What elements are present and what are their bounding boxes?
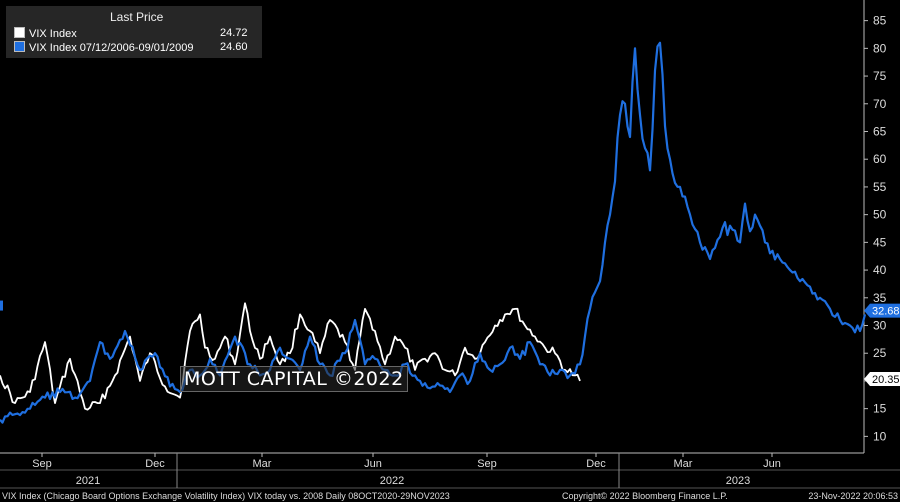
y-tick-label: 75 — [873, 69, 887, 83]
left-edge-marker — [0, 301, 3, 311]
y-tick-label: 30 — [873, 319, 887, 333]
x-month-label: Jun — [364, 458, 382, 470]
legend: Last Price VIX Index 24.72 VIX Index 07/… — [6, 6, 262, 58]
x-month-label: Jun — [763, 458, 781, 470]
y-tick-label: 45 — [873, 235, 887, 249]
y-tick-label: 15 — [873, 402, 887, 416]
footer-copyright: Copyright© 2022 Bloomberg Finance L.P. — [562, 491, 728, 501]
y-tick-label: 85 — [873, 14, 887, 28]
legend-item-vix: VIX Index — [14, 27, 77, 40]
legend-item-vix-2008: VIX Index 07/12/2006-09/01/2009 — [14, 41, 194, 54]
y-tick-label: 10 — [873, 429, 887, 443]
y-tick-label: 40 — [873, 263, 887, 277]
x-year-label: 2021 — [76, 475, 100, 487]
series-line-vix-2008 — [0, 43, 865, 423]
y-tick-label: 65 — [873, 124, 887, 138]
series-line-vix — [0, 303, 580, 409]
watermark: MOTT CAPITAL ©2022 — [180, 366, 408, 392]
x-month-label: Mar — [253, 458, 272, 470]
y-tick-label: 80 — [873, 41, 887, 55]
legend-value: 24.72 — [220, 27, 248, 39]
x-year-label: 2022 — [380, 475, 404, 487]
footer-timestamp: 23-Nov-2022 20:06:53 — [808, 491, 898, 501]
y-tick-label: 70 — [873, 97, 887, 111]
legend-value: 24.60 — [220, 41, 248, 53]
x-month-label: Dec — [145, 458, 165, 470]
y-tick-label: 55 — [873, 180, 887, 194]
y-tick-label: 60 — [873, 152, 887, 166]
legend-label: VIX Index — [29, 28, 77, 40]
last-value-label: 32.68 — [872, 306, 900, 318]
last-value-pointer — [864, 372, 870, 386]
y-tick-label: 25 — [873, 346, 887, 360]
last-value-label: 20.35 — [872, 374, 900, 386]
y-tick-label: 35 — [873, 291, 887, 305]
x-month-label: Mar — [674, 458, 693, 470]
x-year-label: 2023 — [726, 475, 750, 487]
x-month-label: Sep — [32, 458, 52, 470]
y-tick-label: 50 — [873, 208, 887, 222]
x-month-label: Dec — [586, 458, 606, 470]
legend-label: VIX Index 07/12/2006-09/01/2009 — [29, 42, 194, 54]
legend-swatch-icon — [14, 41, 25, 52]
legend-header: Last Price — [110, 10, 163, 24]
legend-swatch-icon — [14, 27, 25, 38]
footer-description: VIX Index (Chicago Board Options Exchang… — [2, 491, 450, 501]
x-month-label: Sep — [477, 458, 497, 470]
